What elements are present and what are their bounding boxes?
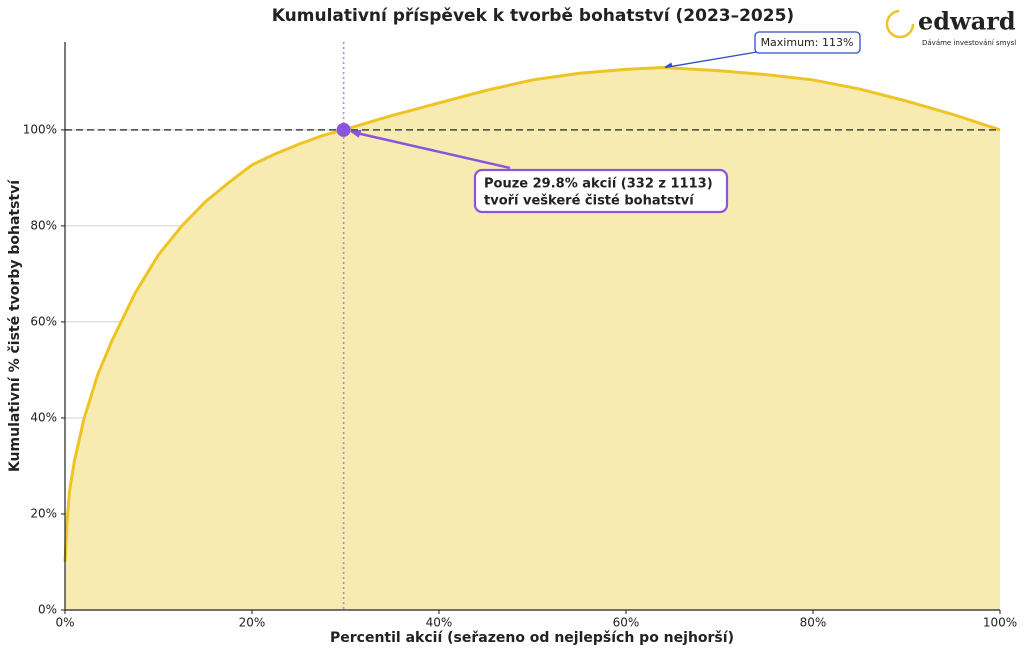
highlight-point — [336, 122, 351, 137]
annotation-arrow — [351, 130, 511, 170]
y-tick-label: 0% — [38, 603, 57, 617]
annotation-text: Pouze 29.8% akcií (332 z 1113) — [484, 177, 713, 192]
x-tick-label: 40% — [426, 616, 453, 630]
max-box — [754, 31, 861, 54]
max-text: Maximum: 113% — [761, 36, 854, 49]
logo-tagline: Dáváme investování smysl — [922, 39, 1016, 47]
x-tick-label: 80% — [800, 616, 827, 630]
logo-name: edward — [918, 7, 1016, 36]
curve-line — [63, 65, 1001, 563]
y-axis-label: Kumulativní % čisté tvorby bohatství — [7, 179, 23, 472]
y-tick-label: 100% — [23, 122, 57, 136]
area-fill — [65, 67, 1000, 611]
chart-title: Kumulativní příspěvek k tvorbě bohatství… — [272, 6, 794, 26]
y-tick-label: 20% — [30, 506, 57, 520]
annotation-text: tvoří veškeré čisté bohatství — [484, 194, 695, 209]
y-tick-label: 40% — [30, 410, 57, 424]
logo: edward Dáváme investování smysl — [885, 7, 1016, 47]
y-tick-label: 80% — [30, 218, 57, 232]
annotation-box — [473, 168, 729, 214]
arrow-head — [349, 129, 362, 138]
max-arrow — [665, 51, 758, 69]
x-tick-label: 60% — [613, 616, 640, 630]
logo-icon — [885, 9, 915, 39]
max-point — [661, 65, 665, 69]
y-tick-label: 60% — [30, 314, 57, 328]
x-tick-label: 0% — [55, 616, 74, 630]
max-arrow-head — [663, 62, 673, 68]
x-axis-label: Percentil akcií (seřazeno od nejlepších … — [330, 630, 734, 646]
x-tick-label: 100% — [983, 616, 1017, 630]
x-tick-label: 20% — [239, 616, 266, 630]
